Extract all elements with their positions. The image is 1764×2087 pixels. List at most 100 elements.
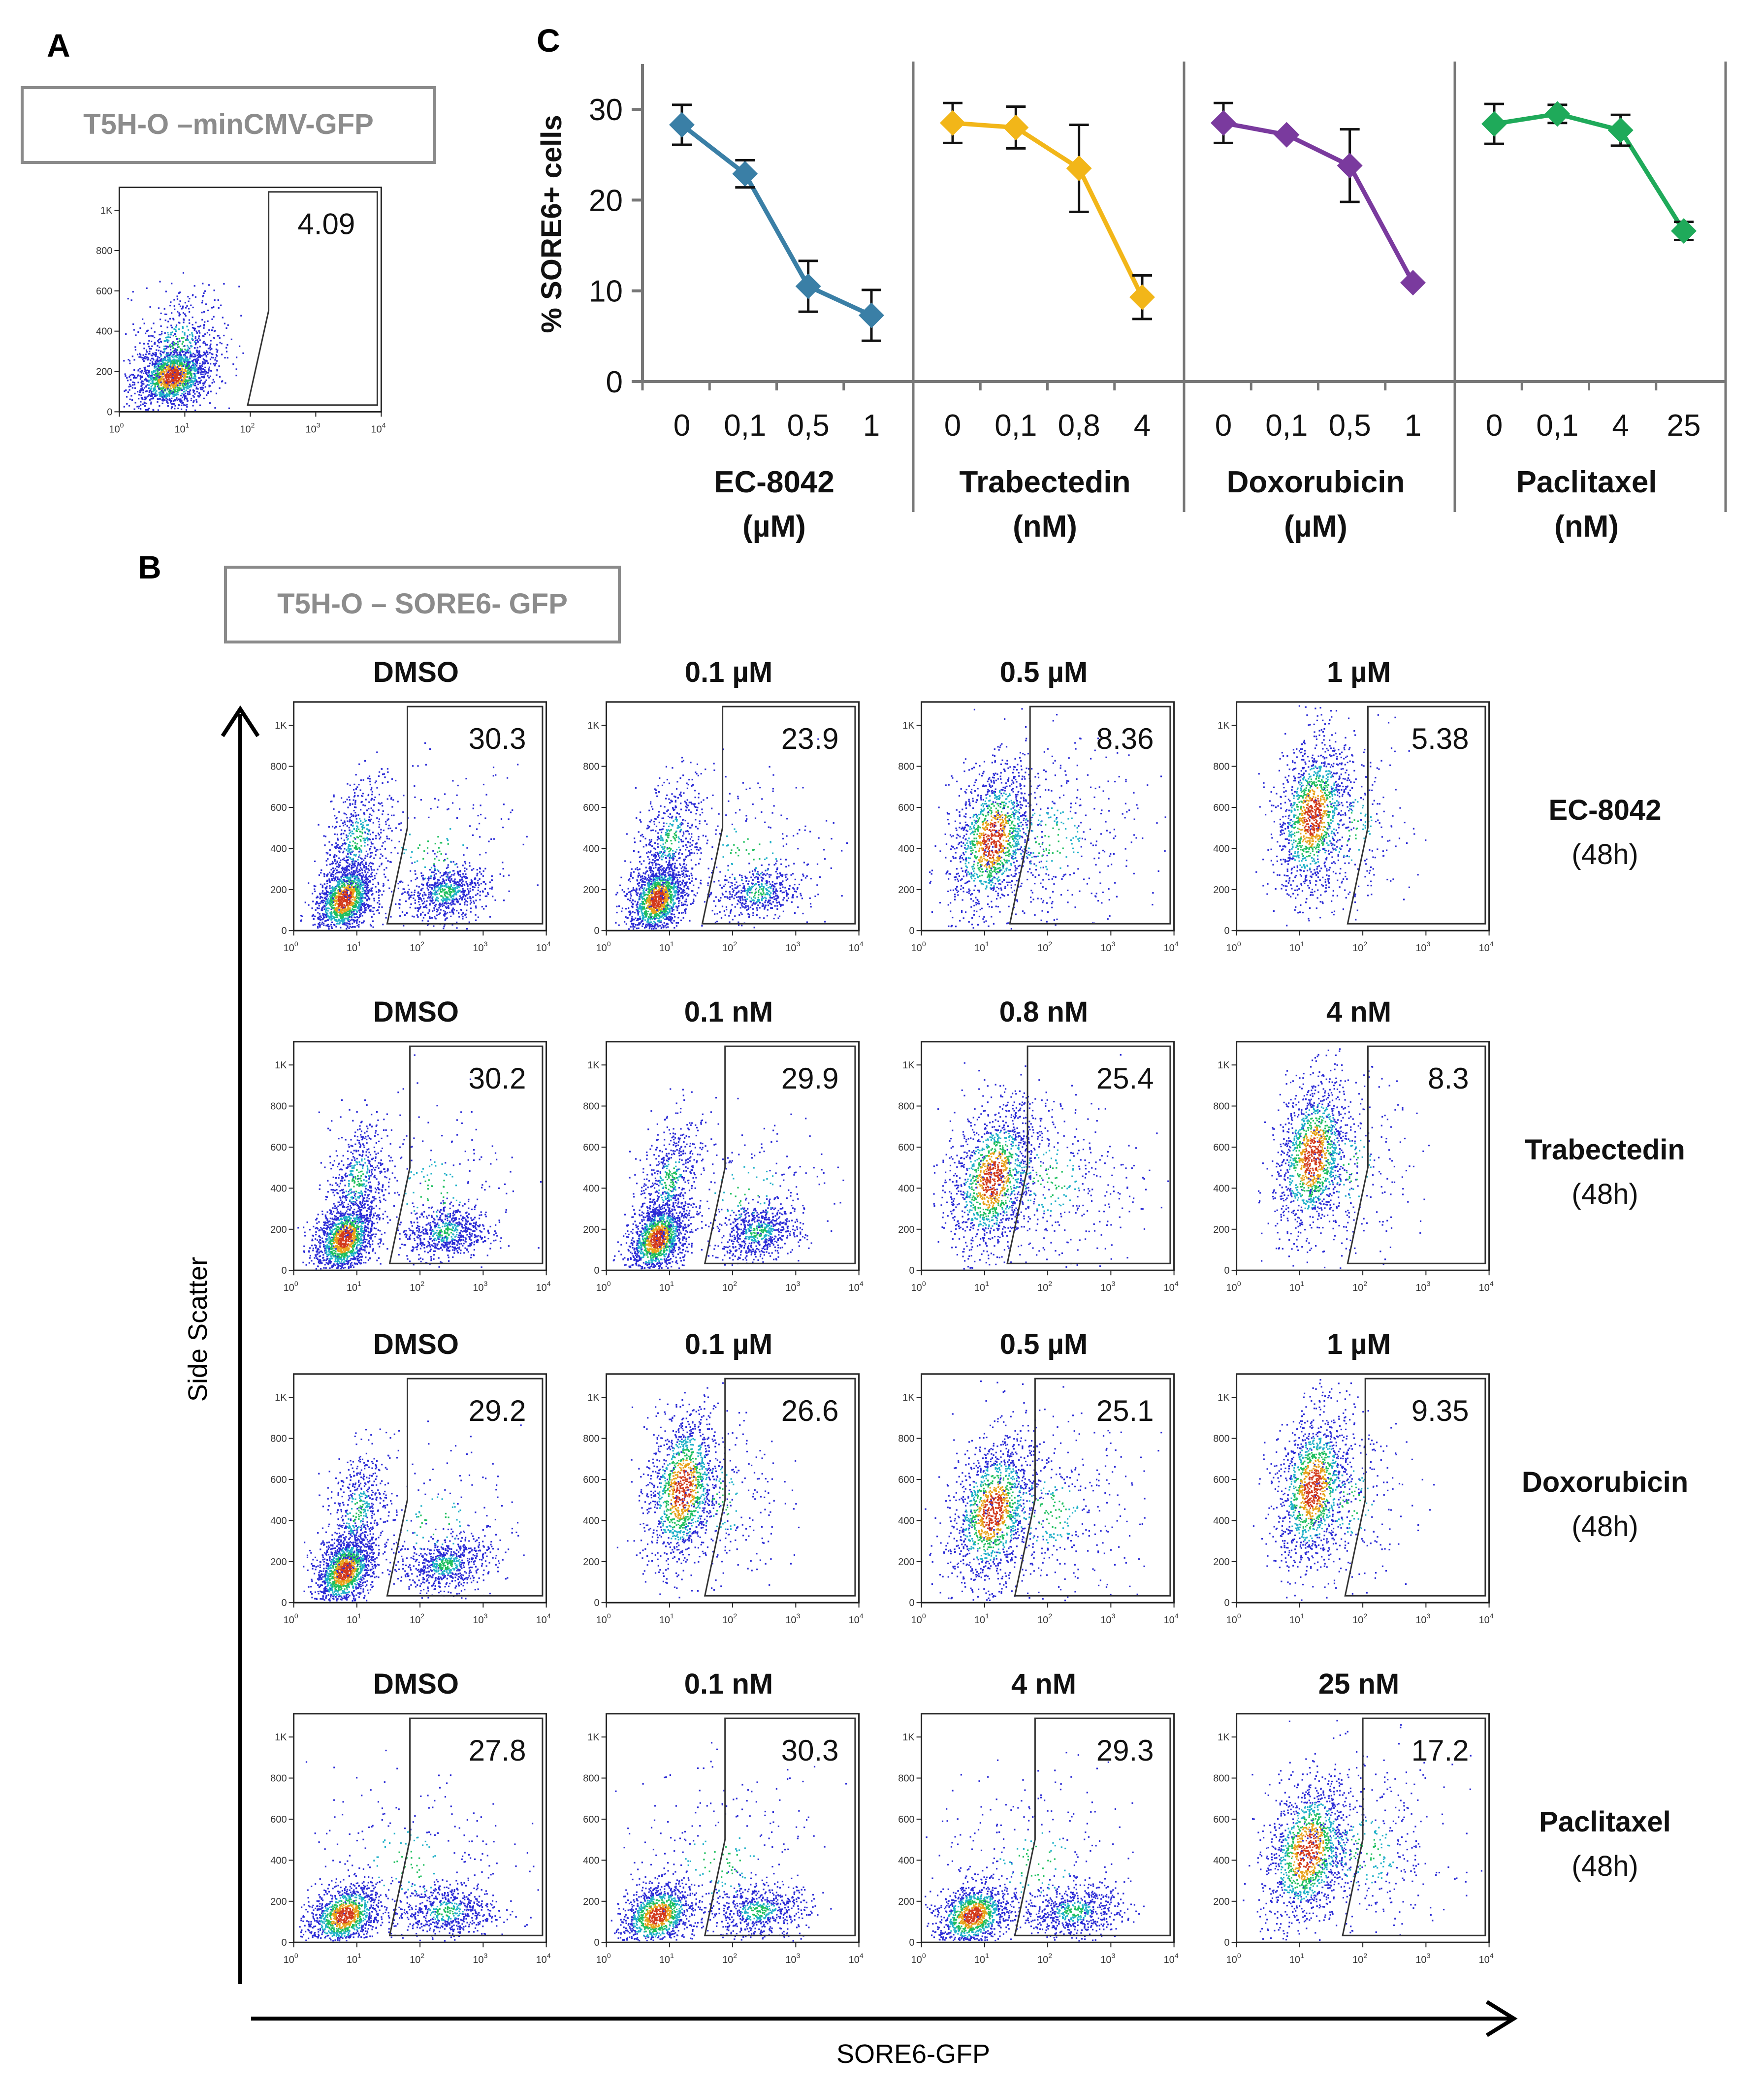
cell-events (612, 1088, 844, 1270)
treatment-time-label: (48h) (1572, 1178, 1638, 1210)
y-tick-label: 200 (1213, 1896, 1229, 1907)
y-tick-label: 400 (1213, 1183, 1229, 1194)
x-tick-label: 103 (473, 940, 487, 954)
plot-frame (606, 1373, 860, 1604)
y-tick-label: 200 (1213, 885, 1229, 896)
y-tick-label: 0 (594, 1265, 599, 1276)
x-tick-label: 100 (911, 940, 926, 954)
y-tick-label: 200 (583, 1224, 599, 1235)
data-point-marker (795, 273, 821, 299)
y-tick-label: 0 (281, 1598, 287, 1608)
panel-label-a: A (47, 27, 70, 64)
y-tick-label: 200 (270, 1557, 287, 1568)
chart-y-tick-label: 20 (589, 184, 623, 218)
y-tick-label: 600 (898, 1814, 914, 1825)
x-tick-label: 100 (911, 1952, 926, 1965)
y-tick-label: 0 (1224, 926, 1229, 936)
y-tick-label: 0 (281, 1265, 287, 1276)
x-tick-label: 100 (1226, 1612, 1241, 1626)
x-tick-label: 102 (410, 1952, 424, 1965)
panel-b-flow-grid: DMSO 0 200 400 600 800 1K 100 101 102 103 104 30.3 0.… (270, 656, 1688, 1965)
plot-frame (1236, 701, 1490, 931)
group-unit-label: (nM) (1554, 510, 1619, 544)
cell-events (925, 1381, 1162, 1602)
chart-x-tick-label: 0 (674, 409, 690, 443)
x-tick-label: 103 (473, 1280, 487, 1293)
cell-events (610, 1742, 847, 1942)
gate-percentage: 4.09 (297, 208, 355, 241)
x-tick-label: 100 (284, 1280, 298, 1293)
y-tick-label: 0 (594, 1937, 599, 1948)
gate-percentage: 25.1 (1096, 1394, 1154, 1427)
data-point-marker (1066, 155, 1092, 181)
y-tick-label: 800 (583, 1773, 599, 1784)
x-tick-label: 101 (1289, 1952, 1304, 1965)
x-tick-label: 100 (1226, 940, 1241, 954)
chart-x-tick-label: 25 (1667, 409, 1701, 443)
gate-percentage: 29.3 (1096, 1734, 1154, 1767)
cell-events (1243, 1720, 1482, 1941)
flow-plot: 0 200 400 600 800 1K 100 101 102 103 104 (96, 187, 386, 435)
y-tick-label: 200 (1213, 1224, 1229, 1235)
panel-label-c: C (537, 22, 560, 59)
y-tick-label: 400 (583, 1855, 599, 1866)
chart-x-tick-label: 0 (944, 409, 961, 443)
x-tick-label: 104 (536, 1952, 551, 1965)
x-tick-label: 100 (109, 421, 124, 435)
group-drug-label: Doxorubicin (1227, 465, 1405, 499)
y-tick-label: 400 (583, 1183, 599, 1194)
y-tick-label: 600 (1213, 1814, 1229, 1825)
x-tick-label: 101 (659, 1280, 674, 1293)
cell-events (1252, 1379, 1435, 1601)
cell-events (933, 1054, 1169, 1270)
flow-plot: 0 200 400 600 800 1K 100 101 102 103 104 (583, 701, 864, 954)
chart-x-tick-label: 0,1 (1536, 409, 1578, 443)
condition-header: DMSO (373, 1668, 459, 1700)
x-tick-label: 104 (1164, 1612, 1179, 1626)
gate-percentage: 5.38 (1411, 722, 1469, 755)
y-tick-label: 400 (96, 326, 112, 337)
gate-percentage: 8.36 (1096, 722, 1154, 755)
y-tick-label: 600 (898, 1142, 914, 1153)
gate (1347, 706, 1486, 925)
y-tick-label: 0 (281, 1937, 287, 1948)
x-tick-label: 103 (785, 940, 800, 954)
x-tick-label: 102 (1037, 1952, 1052, 1965)
x-tick-label: 100 (1226, 1952, 1241, 1965)
y-tick-label: 200 (898, 1224, 914, 1235)
y-tick-label: 1K (275, 1060, 287, 1071)
y-tick-label: 0 (909, 1265, 914, 1276)
chart-x-tick-label: 1 (1405, 409, 1421, 443)
x-tick-label: 102 (240, 421, 255, 435)
cell-events (929, 708, 1166, 930)
y-tick-label: 0 (909, 926, 914, 936)
y-tick-label: 400 (583, 1515, 599, 1526)
y-tick-label: 600 (270, 1814, 287, 1825)
y-tick-label: 800 (583, 762, 599, 772)
condition-header: 4 nM (1326, 996, 1391, 1028)
y-tick-label: 600 (583, 1814, 599, 1825)
chart-x-tick-label: 0,1 (1265, 409, 1308, 443)
x-tick-label: 100 (596, 940, 611, 954)
group-drug-label: Paclitaxel (1516, 465, 1657, 499)
flow-plot: 0 200 400 600 800 1K 100 101 102 103 104 (898, 1041, 1179, 1293)
y-tick-label: 0 (594, 926, 599, 936)
flow-plot: 0 200 400 600 800 1K 100 101 102 103 104 (1213, 1713, 1494, 1965)
data-point-marker (1211, 110, 1236, 136)
x-tick-label: 103 (1100, 1612, 1115, 1626)
condition-header: 0.1 µM (685, 656, 772, 688)
x-tick-label: 104 (849, 1280, 864, 1293)
y-tick-label: 200 (270, 1896, 287, 1907)
gate-percentage: 29.9 (781, 1062, 839, 1095)
y-tick-label: 0 (909, 1598, 914, 1608)
series-ec-8042: 0 0,1 0,5 1 EC-8042 (µM) (641, 103, 884, 544)
y-tick-label: 400 (898, 1515, 914, 1526)
y-axis-title: Side Scatter (183, 1257, 213, 1402)
cell-events (299, 1749, 539, 1942)
x-tick-label: 103 (305, 421, 320, 435)
y-tick-label: 1K (587, 1392, 600, 1403)
x-tick-label: 104 (1479, 1280, 1494, 1293)
gate (1014, 1378, 1171, 1597)
